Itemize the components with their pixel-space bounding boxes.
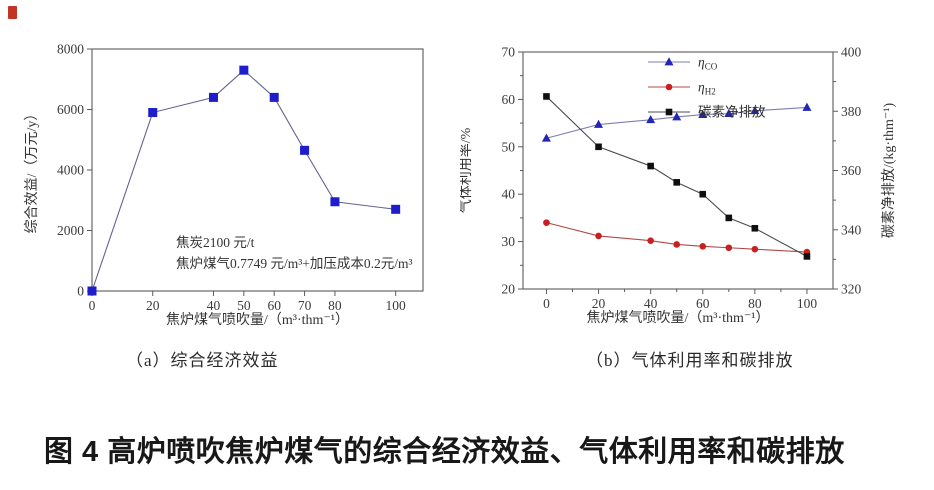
data-point-marker [330,197,340,207]
data-point-marker [646,114,656,124]
legend-label: 碳素净排放 [698,105,766,120]
legend-marker [664,57,674,66]
y-tick-label: 70 [502,45,516,60]
series-line [546,222,807,253]
y-tick-label: 60 [502,92,516,107]
data-point-marker [391,204,401,214]
legend-item: ηCO [648,55,718,72]
x-tick-label: 60 [267,298,281,313]
data-point-marker [208,92,218,102]
y2-tick-label: 360 [841,163,862,178]
x-axis-label: 焦炉煤气喷吹量/（m³·thm⁻¹） [586,310,769,326]
data-point-marker [803,253,811,260]
data-point-marker [595,232,602,240]
legend-label: ηCO [698,55,718,72]
y2-tick-label: 400 [841,45,862,60]
x-tick-label: 20 [146,298,160,313]
y-tick-label: 30 [502,234,516,249]
y2-tick-label: 320 [841,282,862,297]
annotation-line: 焦炭2100 元/t [176,235,255,250]
y2-axis-label: 碳素净排放/(kg·thm⁻¹) [881,103,897,239]
x-tick-label: 20 [592,296,606,311]
series-line [546,106,807,139]
series-line [546,96,808,257]
legend-marker [665,83,673,91]
y-axis-label: 气体利用率/% [460,127,474,213]
y-tick-label: 20 [502,282,516,297]
series-line [91,69,396,292]
data-point-marker [148,108,158,118]
data-point-marker [699,190,707,198]
data-point-marker [647,162,654,170]
data-point-marker [699,243,707,250]
plot-frame [91,48,424,292]
x-tick-label: 100 [797,296,818,311]
y-tick-label: 6000 [57,102,84,117]
x-tick-label: 0 [89,298,96,313]
y-tick-label: 8000 [57,42,84,57]
data-point-marker [725,214,733,222]
x-tick-label: 80 [328,298,342,313]
y2-tick-label: 340 [841,222,862,237]
y-tick-label: 50 [502,139,516,154]
annotation-line: 焦炉煤气0.7749 元/m³+加压成本0.2元/m³ [176,256,413,271]
legend-item: ηH2 [648,80,716,97]
x-tick-label: 0 [543,296,550,311]
data-point-marker [239,65,249,75]
x-tick-label: 80 [748,296,762,311]
x-tick-label: 70 [298,298,312,313]
y-tick-label: 2000 [57,223,84,238]
data-point-marker [673,179,680,186]
chart-a-caption: （a）综合经济效益 [126,351,279,370]
data-point-marker [802,102,812,111]
data-point-marker [672,112,682,121]
x-axis-label: 焦炉煤气喷吹量/（m³·thm⁻¹） [166,312,349,328]
y-tick-label: 4000 [57,163,84,178]
data-point-marker [751,245,759,253]
data-point-marker [269,92,279,102]
data-point-marker [87,286,97,296]
data-point-marker [541,133,551,142]
data-point-marker [543,93,550,100]
y2-tick-label: 380 [841,104,862,119]
data-point-marker [724,108,734,118]
y-tick-label: 0 [77,284,84,299]
y-axis-label: 综合效益/（万元/y） [24,107,40,234]
legend-marker [665,108,673,116]
chart-b-caption: （b）气体利用率和碳排放 [586,351,794,370]
corner-stamp-mark [8,6,17,19]
chart-a-plot: 0 20 40 50 60 70 80 100 0 2000 4000 6000 8000 焦炉煤气喷吹量… [24,42,424,328]
data-point-marker [300,145,310,155]
data-point-marker [595,143,602,151]
x-tick-label: 50 [237,298,251,313]
data-point-marker [698,109,708,118]
data-point-marker [750,105,760,115]
x-tick-label: 60 [696,296,710,311]
y-tick-label: 40 [502,187,516,202]
data-point-marker [594,119,604,128]
x-tick-label: 40 [644,296,658,311]
chart-b-plot: 0 20 40 60 80 100 20 30 40 50 60 70 320 340 360 380 400 焦… [460,45,897,327]
legend-item: 碳素净排放 [648,105,766,120]
data-point-marker [725,244,733,252]
figure-title: 图 4 高炉喷吹焦炉煤气的综合经济效益、气体利用率和碳排放 [44,436,845,468]
plot-frame [522,51,834,290]
data-point-marker [543,219,550,226]
data-point-marker [647,237,654,244]
data-point-marker [673,241,680,248]
x-tick-label: 40 [207,298,221,313]
legend-label: ηH2 [698,80,716,97]
x-tick-label: 100 [386,298,407,313]
data-point-marker [751,224,759,232]
